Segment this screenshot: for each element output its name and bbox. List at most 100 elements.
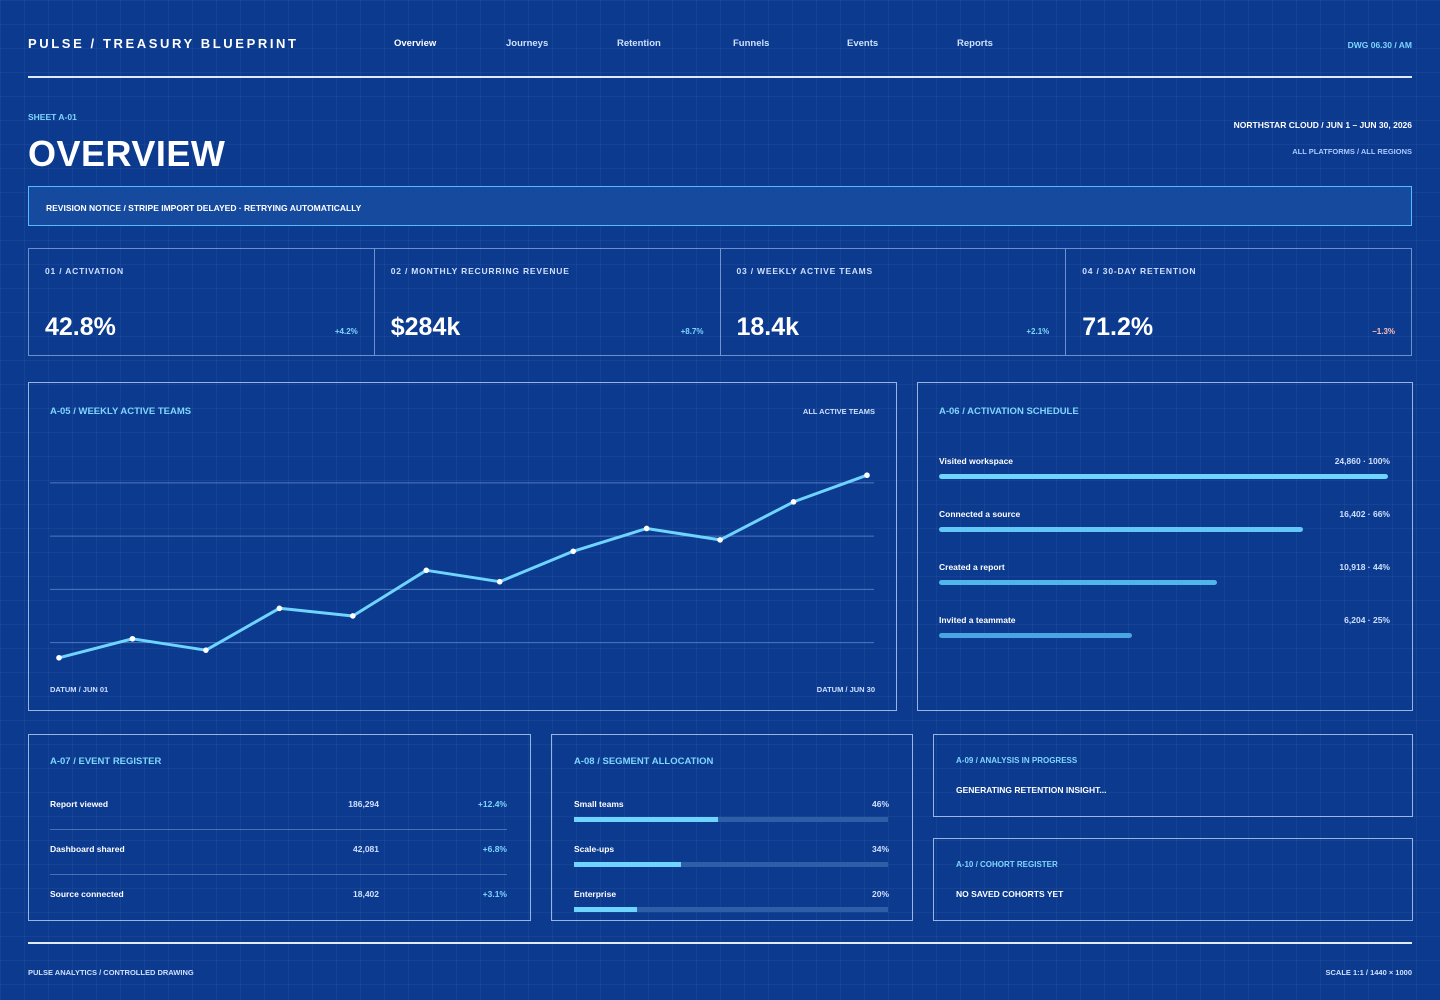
event-name[interactable]: Dashboard shared xyxy=(50,844,125,854)
nav-funnels[interactable]: Funnels xyxy=(733,38,770,49)
data-point xyxy=(717,537,723,543)
panel-title: A-08 / SEGMENT ALLOCATION xyxy=(574,756,714,767)
nav-reports[interactable]: Reports xyxy=(957,38,993,49)
event-register-panel: A-07 / EVENT REGISTER Report viewed 186,… xyxy=(28,734,531,921)
kpi-value: 42.8% xyxy=(45,313,116,341)
funnel-bar xyxy=(939,580,1218,585)
panel-title: A-06 / ACTIVATION SCHEDULE xyxy=(939,406,1079,417)
funnel-step-value: 6,204 · 25% xyxy=(1344,615,1390,625)
panel-title: A-09 / ANALYSIS IN PROGRESS xyxy=(956,756,1078,765)
segment-bar xyxy=(574,817,719,822)
funnel-bar xyxy=(939,527,1303,532)
funnel-step-label: Created a report xyxy=(939,562,1005,572)
sheet-label: SHEET A-01 xyxy=(28,112,77,122)
event-count: 186,294 xyxy=(348,799,379,809)
data-point xyxy=(203,647,209,653)
line-chart xyxy=(50,472,874,661)
activation-schedule-panel: A-06 / ACTIVATION SCHEDULE Visited works… xyxy=(917,382,1413,711)
funnel-bar-track xyxy=(939,633,1388,638)
row-divider xyxy=(50,874,507,875)
segment-allocation-panel: A-08 / SEGMENT ALLOCATION Small teams 46… xyxy=(551,734,913,921)
footer-divider xyxy=(28,942,1412,944)
kpi-delta: +2.1% xyxy=(1026,327,1050,336)
data-point xyxy=(423,567,430,574)
panel-title: A-05 / WEEKLY ACTIVE TEAMS xyxy=(50,406,192,417)
segment-value: 46% xyxy=(871,799,889,809)
analysis-panel: A-09 / ANALYSIS IN PROGRESS GENERATING R… xyxy=(933,734,1413,817)
funnel-bar-track xyxy=(939,474,1388,479)
data-point xyxy=(643,525,650,532)
kpi-label: 03 / WEEKLY ACTIVE TEAMS xyxy=(736,266,873,276)
revision-notice-banner: REVISION NOTICE / STRIPE IMPORT DELAYED … xyxy=(28,186,1412,226)
funnel-bar-track xyxy=(939,527,1388,532)
event-delta: +3.1% xyxy=(482,889,507,899)
nav-journeys[interactable]: Journeys xyxy=(506,38,549,49)
data-point xyxy=(129,635,136,642)
segment-label: Small teams xyxy=(574,799,624,809)
funnel-step-value: 10,918 · 44% xyxy=(1339,562,1390,572)
funnel-bar xyxy=(939,474,1388,479)
funnel-step-value: 24,860 · 100% xyxy=(1334,456,1390,466)
segment-bar xyxy=(574,907,637,912)
event-count: 18,402 xyxy=(353,889,379,899)
chart-start-label: DATUM / JUN 01 xyxy=(50,685,109,694)
kpi-delta: +8.7% xyxy=(680,327,704,336)
data-point xyxy=(56,654,62,661)
kpi-delta: +4.2% xyxy=(334,327,358,336)
segment-bar xyxy=(574,862,681,867)
data-point xyxy=(570,548,576,555)
weekly-active-teams-panel: A-05 / WEEKLY ACTIVE TEAMS ALL ACTIVE TE… xyxy=(28,382,897,711)
funnel-bar xyxy=(939,633,1133,638)
panel-title: A-07 / EVENT REGISTER xyxy=(50,756,162,767)
nav-events[interactable]: Events xyxy=(847,38,879,49)
event-delta: +12.4% xyxy=(477,799,507,809)
funnel-step-label: Invited a teammate xyxy=(939,615,1016,625)
kpi-value: 71.2% xyxy=(1082,313,1154,341)
segment-label: Enterprise xyxy=(574,889,617,899)
footer-left: PULSE ANALYTICS / CONTROLLED DRAWING xyxy=(28,968,194,977)
kpi-delta: −1.3% xyxy=(1372,327,1395,336)
segment-bar-track xyxy=(574,862,888,867)
chart-filter[interactable]: ALL ACTIVE TEAMS xyxy=(802,407,875,416)
series-line xyxy=(58,473,868,660)
kpi-retention[interactable]: 04 / 30-DAY RETENTION 71.2% −1.3% xyxy=(1066,249,1411,355)
data-point xyxy=(276,605,283,612)
date-range-selector[interactable]: NORTHSTAR CLOUD / JUN 1 – JUN 30, 2026 xyxy=(1233,120,1412,130)
kpi-mrr[interactable]: 02 / MONTHLY RECURRING REVENUE $284k +8.… xyxy=(375,249,721,355)
kpi-label: 02 / MONTHLY RECURRING REVENUE xyxy=(390,266,570,276)
kpi-label: 01 / ACTIVATION xyxy=(45,266,124,276)
kpi-strip: 01 / ACTIVATION 42.8% +4.2% 02 / MONTHLY… xyxy=(28,248,1412,356)
segment-value: 34% xyxy=(871,844,889,854)
cohort-register-panel: A-10 / COHORT REGISTER NO SAVED COHORTS … xyxy=(933,838,1413,921)
panel-title: A-10 / COHORT REGISTER xyxy=(956,860,1058,869)
brand-title: PULSE / TREASURY BLUEPRINT xyxy=(28,36,299,51)
event-delta: +6.8% xyxy=(482,844,507,854)
nav-retention[interactable]: Retention xyxy=(617,38,661,49)
page-title: OVERVIEW xyxy=(28,133,226,174)
event-name[interactable]: Source connected xyxy=(50,889,124,899)
kpi-value: 18.4k xyxy=(736,313,800,341)
funnel-step-label: Connected a source xyxy=(939,509,1021,519)
cohort-empty-state: NO SAVED COHORTS YET xyxy=(956,889,1064,899)
segment-bar-track xyxy=(574,817,888,822)
kpi-activation[interactable]: 01 / ACTIVATION 42.8% +4.2% xyxy=(29,249,375,355)
segment-bar-track xyxy=(574,907,888,912)
header-divider xyxy=(28,76,1412,78)
platform-filter[interactable]: ALL PLATFORMS / ALL REGIONS xyxy=(1292,147,1412,156)
segment-label: Scale-ups xyxy=(574,844,615,854)
data-point xyxy=(790,499,797,505)
row-divider xyxy=(50,829,507,830)
kpi-value: $284k xyxy=(390,313,461,341)
analysis-status: GENERATING RETENTION INSIGHT... xyxy=(956,785,1107,795)
kpi-label: 04 / 30-DAY RETENTION xyxy=(1082,266,1197,276)
event-name[interactable]: Report viewed xyxy=(50,799,109,809)
chart-end-label: DATUM / JUN 30 xyxy=(816,685,875,694)
funnel-step-label: Visited workspace xyxy=(939,456,1014,466)
drawing-stamp: DWG 06.30 / AM xyxy=(1347,40,1412,50)
kpi-weekly-active-teams[interactable]: 03 / WEEKLY ACTIVE TEAMS 18.4k +2.1% xyxy=(721,249,1067,355)
segment-value: 20% xyxy=(871,889,889,899)
funnel-step-value: 16,402 · 66% xyxy=(1339,509,1390,519)
data-point xyxy=(496,578,503,585)
funnel-bar-track xyxy=(939,580,1388,585)
nav-overview[interactable]: Overview xyxy=(394,38,437,49)
